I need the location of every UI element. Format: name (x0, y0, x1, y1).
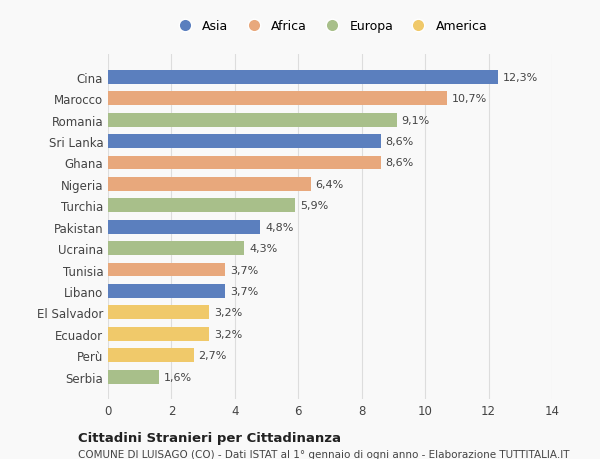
Text: COMUNE DI LUISAGO (CO) - Dati ISTAT al 1° gennaio di ogni anno - Elaborazione TU: COMUNE DI LUISAGO (CO) - Dati ISTAT al 1… (78, 449, 569, 459)
Text: 5,9%: 5,9% (300, 201, 328, 211)
Bar (108, 327, 209, 341)
Text: 4,3%: 4,3% (249, 244, 277, 253)
Bar (108, 156, 381, 170)
Text: 3,2%: 3,2% (214, 308, 242, 318)
Bar (108, 348, 194, 362)
Text: 6,4%: 6,4% (316, 179, 344, 190)
Bar (108, 199, 295, 213)
Text: Cittadini Stranieri per Cittadinanza: Cittadini Stranieri per Cittadinanza (78, 431, 341, 444)
Bar (108, 284, 226, 298)
Text: 12,3%: 12,3% (503, 73, 538, 83)
Bar (108, 178, 311, 191)
Bar (108, 71, 498, 84)
Bar (108, 113, 397, 127)
Legend: Asia, Africa, Europa, America: Asia, Africa, Europa, America (169, 17, 491, 37)
Text: 9,1%: 9,1% (401, 115, 430, 125)
Text: 3,7%: 3,7% (230, 265, 259, 275)
Bar (108, 263, 226, 277)
Bar (108, 92, 448, 106)
Text: 3,7%: 3,7% (230, 286, 259, 296)
Bar (108, 220, 260, 234)
Bar (108, 370, 159, 384)
Bar (108, 306, 209, 319)
Text: 2,7%: 2,7% (199, 350, 227, 360)
Text: 3,2%: 3,2% (214, 329, 242, 339)
Text: 1,6%: 1,6% (163, 372, 191, 382)
Text: 8,6%: 8,6% (386, 137, 414, 147)
Text: 4,8%: 4,8% (265, 222, 293, 232)
Bar (108, 135, 381, 149)
Bar (108, 241, 244, 256)
Text: 8,6%: 8,6% (386, 158, 414, 168)
Text: 10,7%: 10,7% (452, 94, 487, 104)
